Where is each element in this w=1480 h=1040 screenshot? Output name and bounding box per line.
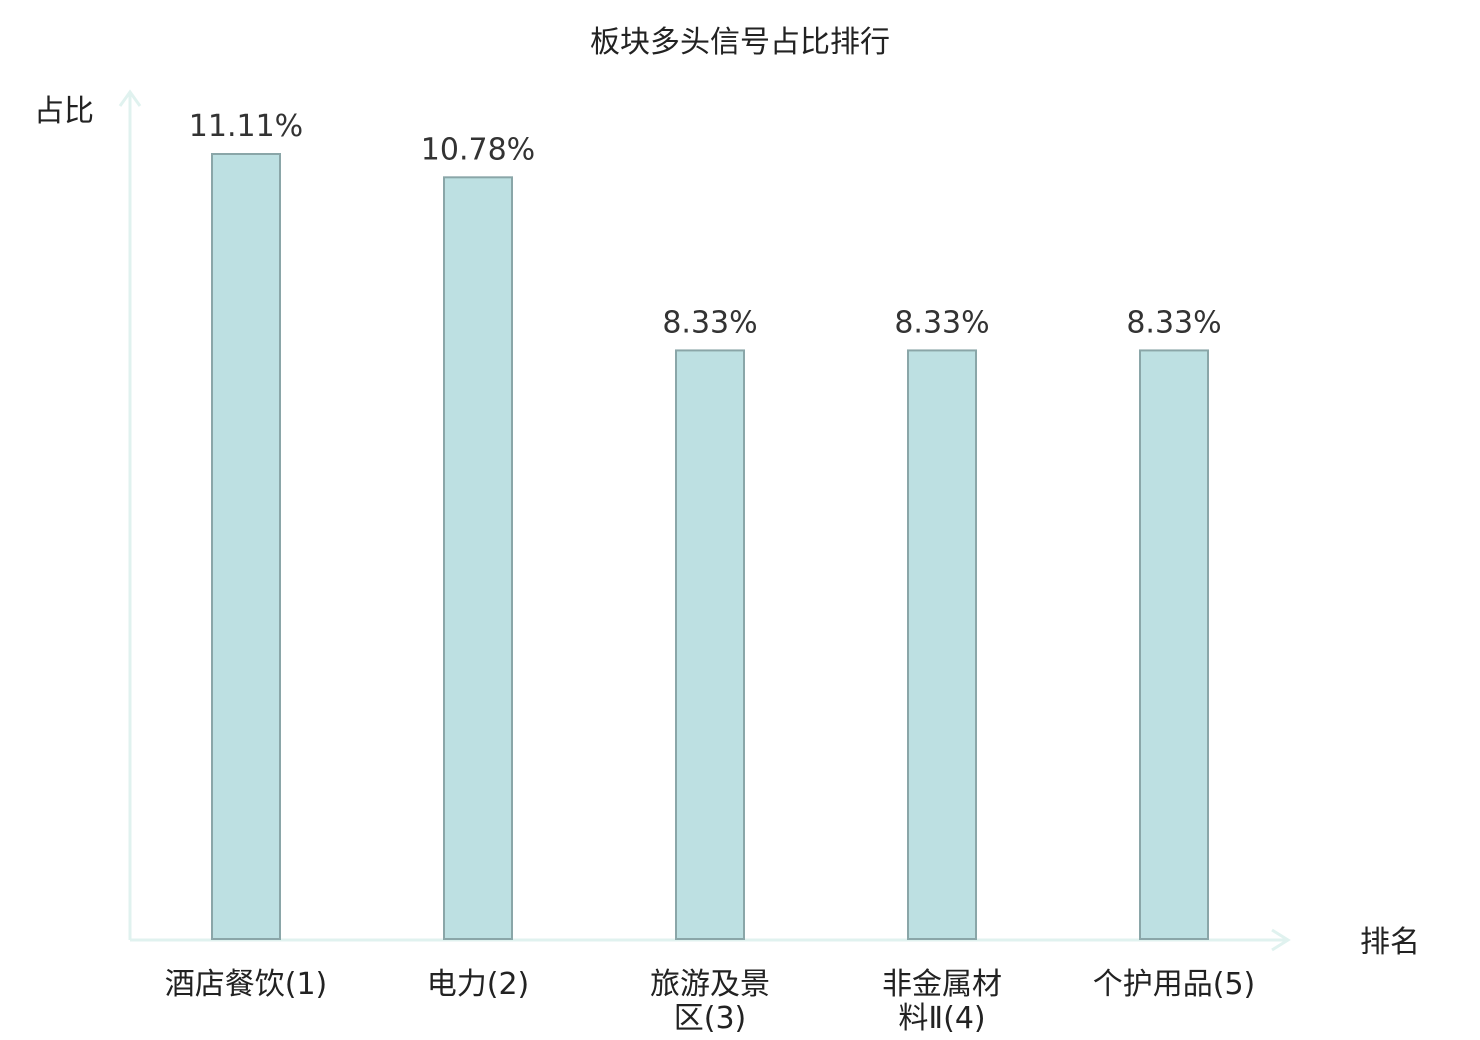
- bar-1: [211, 153, 281, 940]
- value-label-4: 8.33%: [894, 305, 989, 340]
- category-label-3: 旅游及景区(3): [650, 967, 770, 1036]
- value-label-3: 8.33%: [662, 305, 757, 340]
- x-axis-arrow: [1271, 928, 1291, 952]
- bar-4: [907, 349, 977, 940]
- value-label-2: 10.78%: [421, 132, 535, 167]
- category-label-line: 非金属材: [882, 967, 1002, 1002]
- value-label-5: 8.33%: [1126, 305, 1221, 340]
- y-axis-arrow: [118, 89, 142, 107]
- category-label-line: 电力(2): [427, 967, 530, 1002]
- bar-2: [443, 176, 513, 940]
- category-label-line: 个护用品(5): [1093, 967, 1256, 1002]
- category-label-line: 区(3): [674, 1001, 747, 1036]
- category-label-4: 非金属材料Ⅱ(4): [882, 967, 1002, 1036]
- category-label-line: 旅游及景: [650, 967, 770, 1002]
- category-label-1: 酒店餐饮(1): [165, 967, 328, 1002]
- y-axis-label: 占比: [34, 94, 94, 129]
- bar-3: [675, 349, 745, 940]
- chart-title: 板块多头信号占比排行: [590, 25, 890, 60]
- category-label-line: 料Ⅱ(4): [898, 1001, 985, 1036]
- category-label-line: 酒店餐饮(1): [165, 967, 328, 1002]
- x-axis-label: 排名: [1360, 925, 1420, 960]
- category-label-5: 个护用品(5): [1093, 967, 1256, 1002]
- value-labels-group: 11.11% 10.78% 8.33% 8.33% 8.33%: [189, 109, 1222, 340]
- bars-group: [211, 153, 1209, 940]
- category-label-2: 电力(2): [427, 967, 530, 1002]
- bar-5: [1139, 349, 1209, 940]
- value-label-1: 11.11%: [189, 109, 303, 144]
- category-labels-group: 酒店餐饮(1) 电力(2) 旅游及景区(3) 非金属材料Ⅱ(4) 个护用品(5): [165, 967, 1256, 1036]
